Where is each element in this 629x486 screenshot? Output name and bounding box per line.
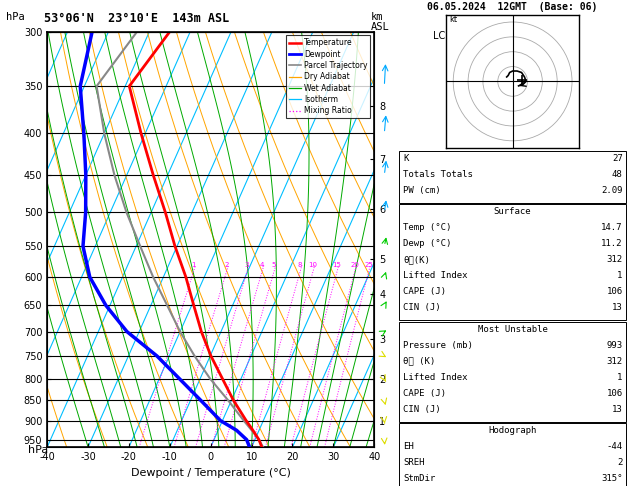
Text: Lifted Index: Lifted Index	[403, 373, 468, 382]
Text: 312: 312	[606, 255, 623, 264]
Text: km: km	[371, 12, 384, 22]
Text: 53°06'N  23°10'E  143m ASL: 53°06'N 23°10'E 143m ASL	[44, 12, 230, 25]
Text: © weatheronline.co.uk: © weatheronline.co.uk	[460, 474, 565, 484]
Text: θᴇ (K): θᴇ (K)	[403, 357, 435, 366]
Text: Surface: Surface	[494, 207, 532, 216]
Text: CAPE (J): CAPE (J)	[403, 389, 446, 398]
Text: 315°: 315°	[601, 474, 623, 484]
Text: 15: 15	[332, 262, 342, 268]
Text: Lifted Index: Lifted Index	[403, 271, 468, 280]
Text: 10: 10	[308, 262, 317, 268]
Text: 06.05.2024  12GMT  (Base: 06): 06.05.2024 12GMT (Base: 06)	[428, 2, 598, 12]
Text: 106: 106	[606, 287, 623, 296]
Text: 48: 48	[612, 170, 623, 179]
Text: EH: EH	[403, 442, 414, 451]
Text: SREH: SREH	[403, 458, 425, 468]
Text: -44: -44	[606, 442, 623, 451]
Text: StmDir: StmDir	[403, 474, 435, 484]
Text: 20: 20	[350, 262, 359, 268]
Text: ASL: ASL	[371, 22, 390, 32]
X-axis label: Dewpoint / Temperature (°C): Dewpoint / Temperature (°C)	[131, 468, 291, 478]
Text: PW (cm): PW (cm)	[403, 186, 441, 195]
Text: LCL: LCL	[433, 32, 451, 41]
Text: 14.7: 14.7	[601, 223, 623, 232]
Text: K: K	[403, 154, 409, 163]
Text: 993: 993	[606, 341, 623, 350]
Text: 2.09: 2.09	[601, 186, 623, 195]
Text: Most Unstable: Most Unstable	[477, 325, 548, 334]
Text: Mixing Ratio (g/kg): Mixing Ratio (g/kg)	[423, 217, 432, 303]
Y-axis label: km
ASL: km ASL	[401, 240, 420, 261]
Text: 2: 2	[617, 458, 623, 468]
Text: 106: 106	[606, 389, 623, 398]
Text: CAPE (J): CAPE (J)	[403, 287, 446, 296]
Text: 3: 3	[245, 262, 249, 268]
Text: 5: 5	[272, 262, 276, 268]
Text: Totals Totals: Totals Totals	[403, 170, 473, 179]
Text: 27: 27	[612, 154, 623, 163]
Text: 25: 25	[364, 262, 373, 268]
Text: 13: 13	[612, 405, 623, 414]
Text: kt: kt	[448, 15, 457, 24]
Text: 1: 1	[617, 373, 623, 382]
Text: Temp (°C): Temp (°C)	[403, 223, 452, 232]
Legend: Temperature, Dewpoint, Parcel Trajectory, Dry Adiabat, Wet Adiabat, Isotherm, Mi: Temperature, Dewpoint, Parcel Trajectory…	[286, 35, 370, 118]
Text: CIN (J): CIN (J)	[403, 303, 441, 312]
Text: 1: 1	[191, 262, 196, 268]
Text: Dewp (°C): Dewp (°C)	[403, 239, 452, 248]
Text: Hodograph: Hodograph	[489, 426, 537, 435]
Text: Pressure (mb): Pressure (mb)	[403, 341, 473, 350]
Text: θᴇ(K): θᴇ(K)	[403, 255, 430, 264]
Text: 11.2: 11.2	[601, 239, 623, 248]
Text: 8: 8	[298, 262, 302, 268]
Text: 13: 13	[612, 303, 623, 312]
Text: 1: 1	[617, 271, 623, 280]
Text: 312: 312	[606, 357, 623, 366]
Text: 2: 2	[224, 262, 228, 268]
Text: hPa: hPa	[6, 12, 25, 22]
Text: hPa: hPa	[28, 446, 48, 455]
Text: 4: 4	[260, 262, 264, 268]
Text: CIN (J): CIN (J)	[403, 405, 441, 414]
